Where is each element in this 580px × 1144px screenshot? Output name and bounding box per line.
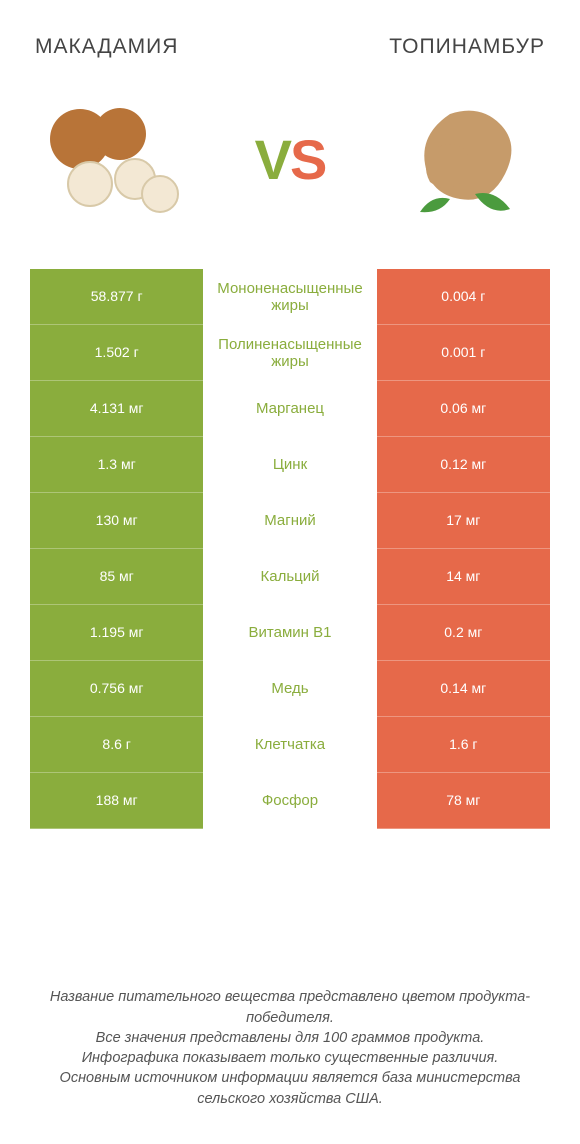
left-value: 4.131 мг — [30, 381, 203, 437]
nutrient-label: Цинк — [203, 437, 376, 493]
table-row: 58.877 гМононенасыщенные жиры0.004 г — [30, 269, 550, 325]
table-row: 1.195 мгВитамин B10.2 мг — [30, 605, 550, 661]
left-value: 0.756 мг — [30, 661, 203, 717]
topinambur-image — [385, 84, 545, 234]
nutrient-label: Кальций — [203, 549, 376, 605]
left-value: 1.502 г — [30, 325, 203, 381]
nutrient-label: Марганец — [203, 381, 376, 437]
footer-line-1: Название питательного вещества представл… — [30, 987, 550, 1028]
left-food-title: МАКАДАМИЯ — [35, 35, 178, 59]
nutrient-label: Клетчатка — [203, 717, 376, 773]
table-row: 188 мгФосфор78 мг — [30, 773, 550, 829]
footer-line-3: Инфографика показывает только существенн… — [30, 1048, 550, 1068]
vs-label: VS — [255, 127, 326, 192]
right-value: 0.06 мг — [377, 381, 550, 437]
right-food-title: ТОПИНАМБУР — [389, 35, 545, 59]
left-value: 58.877 г — [30, 269, 203, 325]
left-value: 85 мг — [30, 549, 203, 605]
right-value: 1.6 г — [377, 717, 550, 773]
right-value: 0.12 мг — [377, 437, 550, 493]
right-value: 0.001 г — [377, 325, 550, 381]
right-value: 0.14 мг — [377, 661, 550, 717]
footer-line-4: Основным источником информации является … — [30, 1068, 550, 1109]
header: МАКАДАМИЯ ТОПИНАМБУР — [0, 0, 580, 69]
comparison-table: 58.877 гМононенасыщенные жиры0.004 г1.50… — [30, 269, 550, 829]
table-row: 8.6 гКлетчатка1.6 г — [30, 717, 550, 773]
images-row: VS — [0, 69, 580, 269]
left-value: 8.6 г — [30, 717, 203, 773]
nutrient-label: Магний — [203, 493, 376, 549]
nutrient-label: Полиненасыщенные жиры — [203, 325, 376, 381]
left-value: 1.195 мг — [30, 605, 203, 661]
left-value: 1.3 мг — [30, 437, 203, 493]
footer-note: Название питательного вещества представл… — [30, 987, 550, 1109]
macadamia-image — [35, 84, 195, 234]
table-row: 4.131 мгМарганец0.06 мг — [30, 381, 550, 437]
vs-s: S — [290, 128, 325, 191]
left-value: 188 мг — [30, 773, 203, 829]
table-row: 1.3 мгЦинк0.12 мг — [30, 437, 550, 493]
right-value: 14 мг — [377, 549, 550, 605]
table-row: 0.756 мгМедь0.14 мг — [30, 661, 550, 717]
nutrient-label: Фосфор — [203, 773, 376, 829]
right-value: 0.2 мг — [377, 605, 550, 661]
right-value: 17 мг — [377, 493, 550, 549]
vs-v: V — [255, 128, 290, 191]
right-value: 0.004 г — [377, 269, 550, 325]
nutrient-label: Витамин B1 — [203, 605, 376, 661]
right-value: 78 мг — [377, 773, 550, 829]
nutrient-label: Мононенасыщенные жиры — [203, 269, 376, 325]
table-row: 130 мгМагний17 мг — [30, 493, 550, 549]
left-value: 130 мг — [30, 493, 203, 549]
nutrient-label: Медь — [203, 661, 376, 717]
table-row: 1.502 гПолиненасыщенные жиры0.001 г — [30, 325, 550, 381]
table-row: 85 мгКальций14 мг — [30, 549, 550, 605]
footer-line-2: Все значения представлены для 100 граммо… — [30, 1028, 550, 1048]
